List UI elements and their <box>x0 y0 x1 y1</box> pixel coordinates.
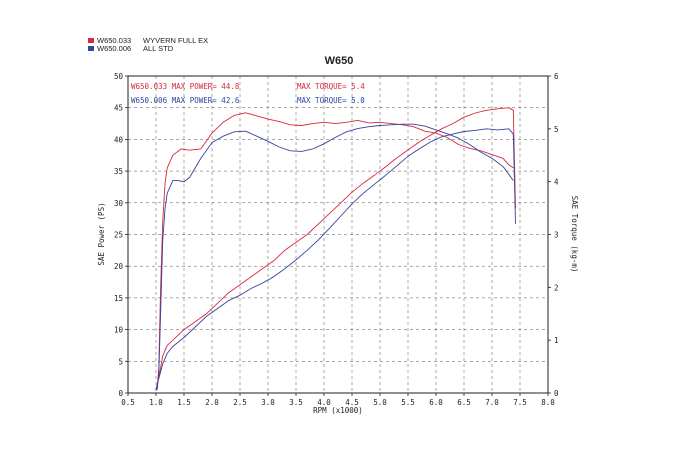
legend-code-033: W650.033 <box>97 36 131 45</box>
grid <box>128 76 548 393</box>
y-right-tick-label: 6 <box>554 72 559 81</box>
y-right-tick-label: 2 <box>554 283 559 292</box>
legend-swatch-033 <box>88 38 94 43</box>
x-tick-label: 5.5 <box>401 398 415 407</box>
legend-code-006: W650.006 <box>97 44 131 53</box>
x-axis-label: RPM (x1000) <box>313 406 363 415</box>
y-left-axis-label: SAE Power (PS) <box>97 202 106 265</box>
series-layer <box>155 107 516 391</box>
y-right-tick-label: 4 <box>554 178 559 187</box>
series-W650-006-torque <box>155 128 516 391</box>
x-tick-label: 7.5 <box>513 398 527 407</box>
y-right-tick-label: 3 <box>554 231 559 240</box>
y-left-tick-label: 35 <box>114 167 123 176</box>
y-left-tick-label: 40 <box>114 135 124 144</box>
y-left-tick-label: 30 <box>114 199 124 208</box>
y-left-tick-label: 10 <box>114 326 124 335</box>
y-left-tick-label: 20 <box>114 262 124 271</box>
x-tick-label: 1.0 <box>149 398 163 407</box>
annotation-power-006: W650.006 MAX POWER= 42.6 <box>131 96 240 105</box>
y-left-tick-label: 50 <box>114 72 124 81</box>
legend-name-033: WYVERN FULL EX <box>143 36 208 45</box>
y-left-tick-label: 15 <box>114 294 123 303</box>
y-left-tick-label: 5 <box>118 357 123 366</box>
annotation-power-033: W650.033 MAX POWER= 44.8 <box>131 82 240 91</box>
y-left-tick-label: 25 <box>114 231 123 240</box>
x-tick-labels: 0.5 1.0 1.5 2.0 2.5 3.0 3.5 4.0 4.5 5.0 5.5 6.0 6.5 7… <box>121 393 555 407</box>
annotation-torque-006: MAX TORQUE= 5.0 <box>297 96 365 105</box>
y-right-tick-label: 5 <box>554 125 559 134</box>
x-tick-label: 4.5 <box>345 398 359 407</box>
annotations: W650.033 MAX POWER= 44.8 MAX TORQUE= 5.4… <box>131 82 365 105</box>
series-W650-006-power <box>156 123 514 390</box>
y-right-tick-label: 1 <box>554 336 559 345</box>
x-tick-label: 2.0 <box>205 398 219 407</box>
x-tick-label: 0.5 <box>121 398 135 407</box>
legend-swatch-006 <box>88 46 94 51</box>
legend-name-006: ALL STD <box>143 44 174 53</box>
y-right-tick-labels: 0 1 2 3 4 5 6 <box>548 72 559 398</box>
y-left-tick-labels: 0 5 10 15 20 25 30 35 40 45 50 <box>114 72 128 398</box>
x-tick-label: 5.0 <box>373 398 387 407</box>
x-tick-label: 1.5 <box>177 398 191 407</box>
x-tick-label: 6.5 <box>457 398 471 407</box>
y-left-tick-label: 45 <box>114 104 123 113</box>
y-left-tick-label: 0 <box>118 389 123 398</box>
y-right-tick-label: 0 <box>554 389 559 398</box>
x-tick-label: 3.0 <box>261 398 275 407</box>
x-tick-label: 4.0 <box>317 398 331 407</box>
y-right-axis-label: SAE Torque (kg-m) <box>570 196 579 273</box>
x-tick-label: 3.5 <box>289 398 303 407</box>
legend: W650.033 WYVERN FULL EX W650.006 ALL STD <box>88 36 208 53</box>
series-W650-033-power <box>156 112 514 390</box>
x-tick-label: 2.5 <box>233 398 247 407</box>
x-tick-label: 8.0 <box>541 398 555 407</box>
series-W650-033-torque <box>155 107 516 391</box>
x-tick-label: 6.0 <box>429 398 443 407</box>
annotation-torque-033: MAX TORQUE= 5.4 <box>297 82 365 91</box>
x-tick-label: 7.0 <box>485 398 499 407</box>
chart-title: W650 <box>325 55 354 67</box>
